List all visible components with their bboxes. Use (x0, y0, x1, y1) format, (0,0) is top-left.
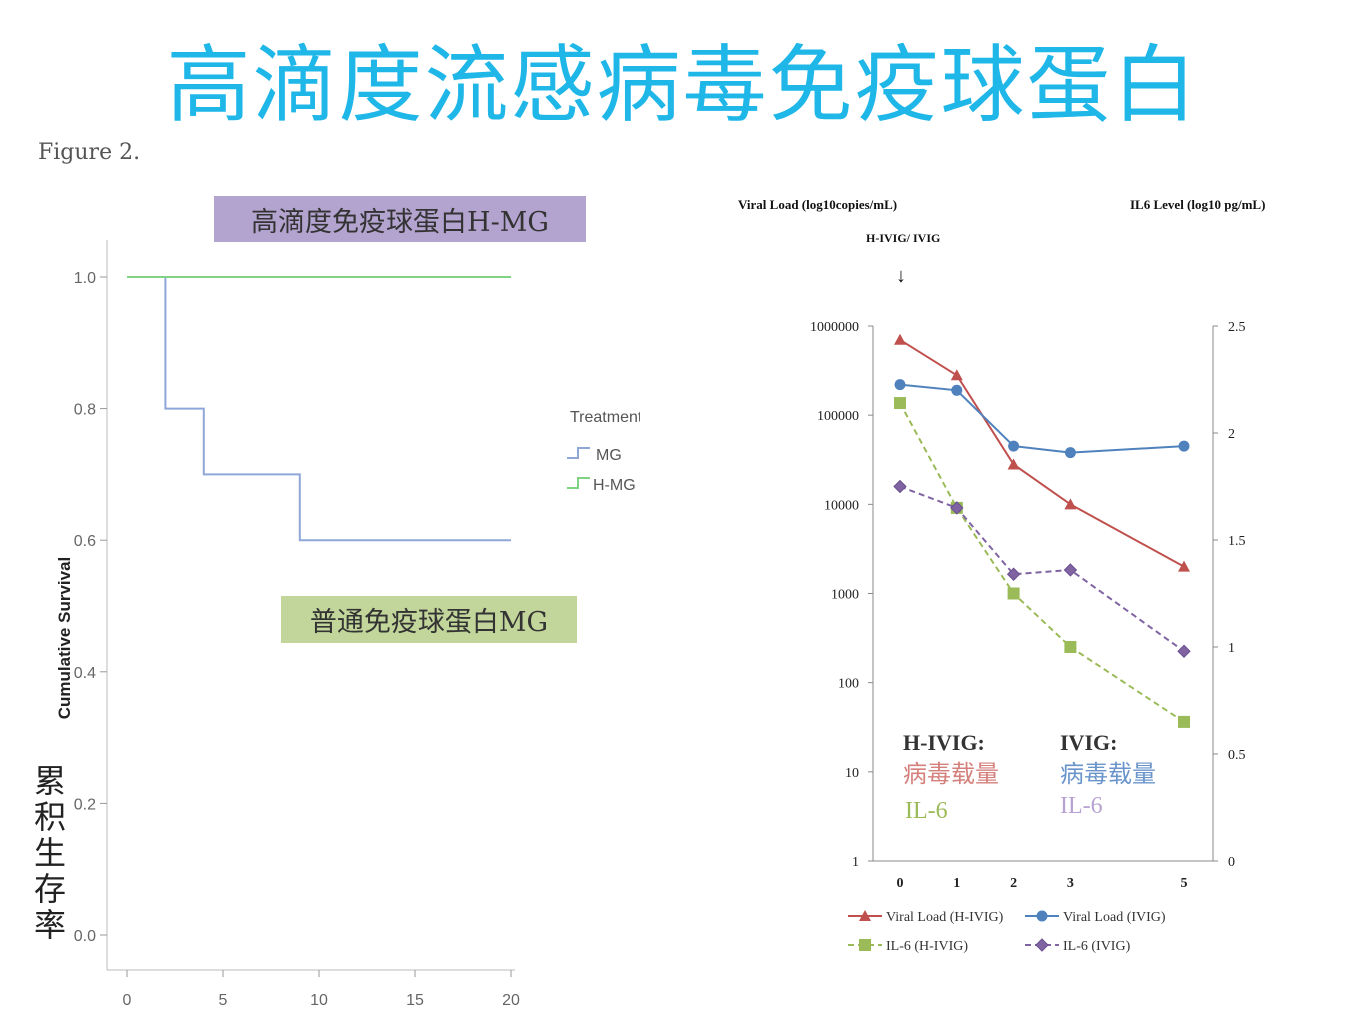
legend-marker (1036, 910, 1048, 922)
x-tick-label: 10 (310, 992, 328, 1009)
legend-label: Viral Load (H-IVIG) (886, 910, 1004, 925)
y-tick-label: 1.0 (74, 270, 96, 287)
legend-label: IL-6 (H-IVIG) (886, 939, 968, 954)
data-point-circle (951, 384, 963, 396)
data-point-square (1178, 715, 1190, 728)
series-line-0 (899, 338, 1185, 568)
y-label-char: 生 (33, 834, 66, 872)
bottom-legend: Viral Load (H-IVIG) Viral Load (IVIG) IL-6… (848, 910, 1166, 954)
y-label-char: 存 (33, 870, 66, 908)
legend-item-hmg: H-MG (567, 477, 636, 494)
right-tick-label: 0 (1228, 855, 1235, 870)
left-tick-label: 1000 (831, 588, 859, 603)
left-tick-label: 1 (852, 855, 859, 870)
x-tick-label: 5 (219, 992, 228, 1009)
legend-label: IL-6 (IVIG) (1063, 939, 1131, 954)
x-tick-label: 20 (502, 992, 520, 1009)
left-tick-label: 1000000 (810, 320, 859, 335)
legend-label-mg: MG (596, 447, 622, 464)
right-tick-label: 0.5 (1228, 748, 1246, 763)
right-tick-label: 2 (1228, 427, 1235, 442)
page-title: 高滴度流感病毒免疫球蛋白 (166, 36, 1199, 134)
data-point-diamond (893, 479, 907, 494)
legend-title: Treatment (570, 409, 640, 426)
legend-marker (1035, 938, 1049, 952)
x-tick-label: 3 (1067, 876, 1074, 891)
data-point-triangle (950, 369, 963, 381)
x-tick-label: 0 (897, 876, 904, 891)
x-tick-label: 5 (1181, 876, 1188, 891)
series-line-1 (899, 383, 1185, 454)
legend-marker (859, 939, 871, 951)
left-tick-label: 10 (845, 766, 859, 781)
data-point-triangle (1064, 498, 1077, 510)
inset-ivig-viral: 病毒载量 (1060, 761, 1156, 788)
inset-ivig-header: IVIG: (1060, 730, 1117, 755)
y-label-cn: 累 积 生 存 率 (30, 763, 70, 943)
inset-legend: H-IVIG: IVIG: 病毒载量 病毒载量 IL-6 IL-6 (903, 730, 1156, 824)
data-point-circle (1178, 440, 1190, 452)
data-point-diamond (1006, 567, 1021, 581)
y-tick-label: 0.0 (74, 928, 96, 945)
legend-swatch-hmg (567, 477, 590, 489)
label-hmg-box: 高滴度免疫球蛋白H-MG (214, 196, 586, 242)
data-point-triangle (894, 333, 906, 345)
data-point-diamond (950, 501, 964, 515)
series-line-3 (899, 485, 1185, 653)
x-tick-label: 2 (1010, 876, 1017, 891)
inset-hivig-il6: IL-6 (905, 798, 948, 824)
label-mg-box: 普通免疫球蛋白MG (281, 596, 577, 643)
treatment-annotation: H-IVIG/ IVIG (866, 231, 940, 245)
legend-marker (859, 910, 871, 921)
data-point-diamond (1177, 644, 1191, 658)
left-tick-label: 100000 (817, 409, 859, 424)
y-label-char: 积 (33, 798, 66, 836)
y-tick-label: 0.4 (74, 665, 96, 682)
y-label-char: 率 (33, 906, 66, 944)
right-tick-label: 1 (1228, 641, 1235, 656)
x-tick-label: 15 (406, 992, 424, 1009)
legend-label-hmg: H-MG (593, 477, 636, 494)
x-tick-label: 0 (123, 992, 132, 1009)
x-tick-label: 1 (953, 876, 960, 891)
inset-hivig-viral: 病毒载量 (903, 761, 999, 788)
viral-il6-chart: Viral Load (log10copies/mL) IL6 Level (l… (738, 197, 1265, 954)
data-point-square (1064, 641, 1077, 653)
y-tick-label: 0.2 (74, 796, 96, 813)
inset-hivig-header: H-IVIG: (903, 730, 985, 755)
y-label-char: 累 (33, 762, 66, 800)
legend-swatch-mg (567, 447, 590, 459)
data-point-square (1007, 587, 1020, 600)
left-axis-title: Viral Load (log10copies/mL) (738, 197, 897, 212)
right-tick-label: 2.5 (1228, 320, 1246, 335)
figure-label: Figure 2. (38, 140, 141, 165)
data-point-square (894, 397, 906, 410)
left-tick-label: 10000 (824, 498, 859, 513)
right-axis-title: IL6 Level (log10 pg/mL) (1130, 197, 1265, 212)
data-point-circle (894, 379, 906, 391)
y-tick-label: 0.6 (74, 533, 96, 550)
data-point-diamond (1063, 563, 1078, 577)
treatment-arrow: ↓ (896, 265, 906, 287)
survival-chart: 0.0 0.2 0.4 0.6 0.8 1.0 0 5 10 15 20 Cumulative Su… (55, 240, 640, 1009)
left-tick-label: 100 (838, 677, 859, 692)
legend-item-mg: MG (567, 447, 622, 464)
data-point-circle (1008, 440, 1020, 452)
inset-ivig-il6: IL-6 (1060, 793, 1103, 819)
y-tick-label: 0.8 (74, 402, 96, 419)
survival-y-axis-title: Cumulative Survival (55, 557, 74, 720)
series-line-2 (899, 402, 1185, 723)
data-point-circle (1064, 447, 1076, 459)
data-point-triangle (1178, 560, 1190, 572)
data-point-triangle (1007, 458, 1020, 470)
legend-label: Viral Load (IVIG) (1063, 910, 1166, 925)
survival-line-mg (127, 276, 511, 542)
right-tick-label: 1.5 (1228, 534, 1246, 549)
